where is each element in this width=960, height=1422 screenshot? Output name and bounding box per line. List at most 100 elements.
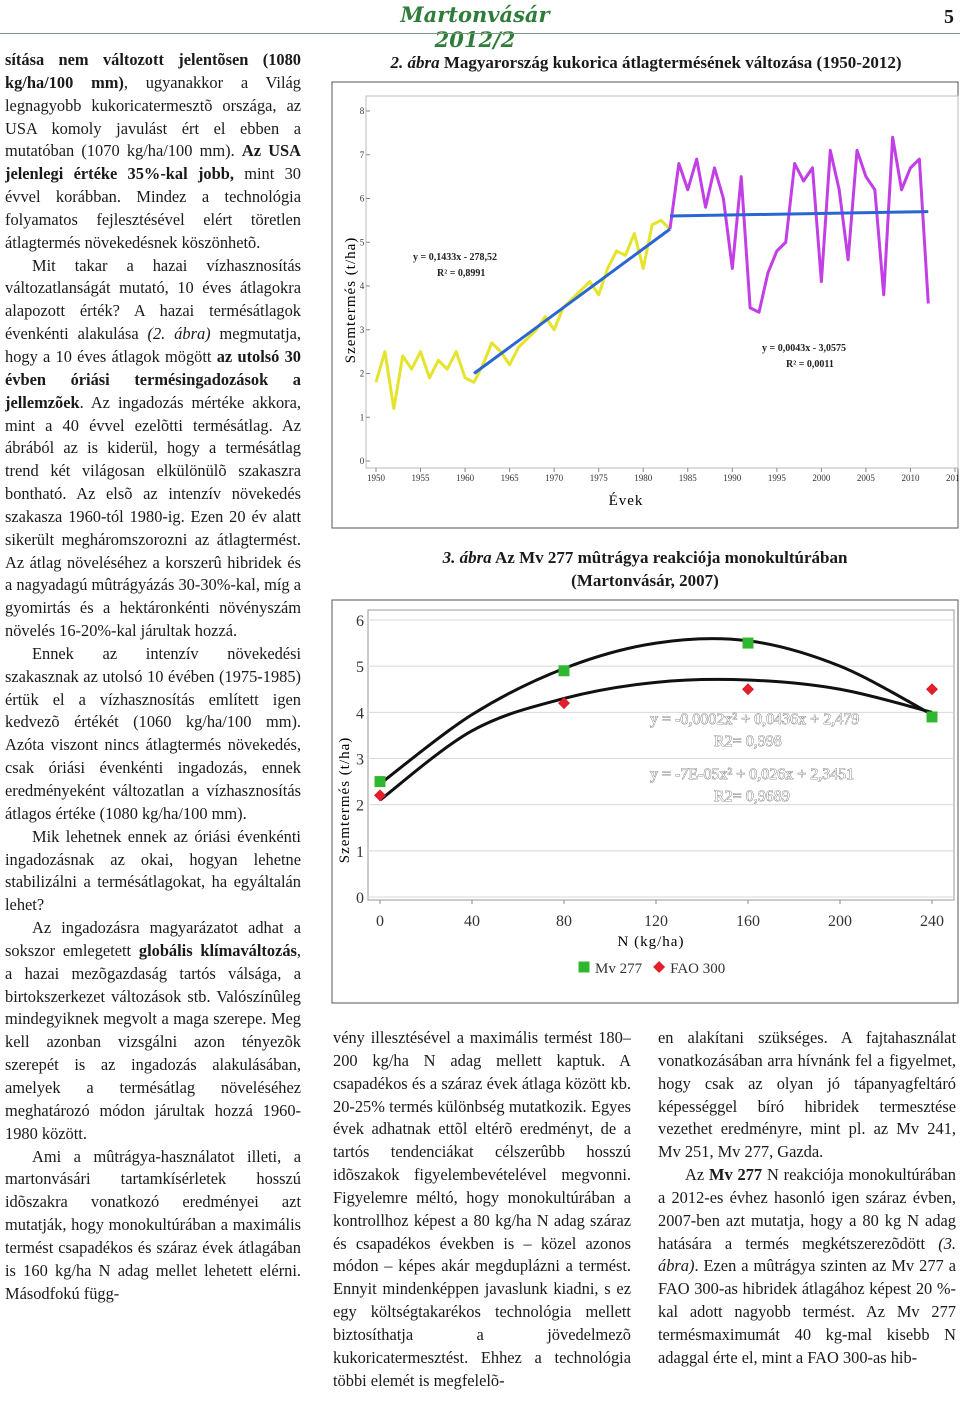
x-tick-label: 1980 xyxy=(634,473,653,483)
bold-text: Az USA jelenlegi értéke 35%-kal jobb, xyxy=(5,141,301,184)
text-column: en alakítani szükséges. A fajtahasználat… xyxy=(658,1027,956,1421)
y-tick-label: 5 xyxy=(360,237,365,247)
x-tick-label: 1955 xyxy=(412,473,431,483)
x-tick-label: 200 xyxy=(828,913,852,930)
page-number: 5 xyxy=(944,6,954,28)
x-tick-label: 2010 xyxy=(901,473,920,483)
figure-label: 2. ábra xyxy=(390,53,440,72)
paragraph: Az Mv 277 N reakciója monokultúrában a 2… xyxy=(658,1164,956,1370)
data-point xyxy=(558,665,570,677)
x-tick-label: 1975 xyxy=(590,473,609,483)
legend-label: Mv 277 xyxy=(595,961,643,977)
text-run: N reakciója monokultúrában a 2012-es évh… xyxy=(658,1165,956,1253)
y-tick-label: 3 xyxy=(360,325,365,335)
text-run: Az ingadozásra magyarázatot adhat a soks… xyxy=(5,918,301,960)
x-tick-label: 160 xyxy=(736,913,760,930)
text-run: vény illesztésével a maximális termést 1… xyxy=(333,1028,631,1390)
y-tick-label: 1 xyxy=(356,844,364,861)
text-column: sítása nem változott jelentõsen (1080 kg… xyxy=(5,49,301,1421)
fit-r2: R2= 0,9689 xyxy=(714,788,790,805)
data-point xyxy=(926,711,938,723)
plot-area xyxy=(367,609,955,901)
data-point xyxy=(926,683,938,696)
paragraph: Mik lehetnek ennek az óriási évenkénti i… xyxy=(5,826,301,917)
paragraph: Mit takar a hazai vízhasznosítás változa… xyxy=(5,255,301,643)
y-axis-label: Szemtermés (t/ha) xyxy=(337,737,353,864)
y-tick-label: 0 xyxy=(360,456,365,466)
x-tick-label: 120 xyxy=(644,913,668,930)
x-tick-label: 0 xyxy=(376,913,384,930)
x-tick-label: 2015 xyxy=(946,473,960,483)
paragraph: Az ingadozásra magyarázatot adhat a soks… xyxy=(5,917,301,1145)
data-line xyxy=(668,135,930,314)
text-run: Mit takar a hazai vízhasznosítás változa… xyxy=(5,255,301,344)
data-point xyxy=(374,789,386,802)
y-tick-label: 6 xyxy=(360,194,365,204)
paragraph: Ennek az intenzív növekedési szakasznak … xyxy=(5,643,301,826)
legend-marker xyxy=(578,961,590,973)
page-header: Martonvásár 2012/2 5 xyxy=(0,0,960,52)
x-tick-label: 1985 xyxy=(679,473,698,483)
text-run: en alakítani szükséges. A fajtahasználat… xyxy=(658,1028,956,1162)
text-run: Mik lehetnek ennek az óriási évenkénti i… xyxy=(5,826,301,915)
text-run: . Ezen a mûtrágya szinten az Mv 277 a FA… xyxy=(658,1256,956,1367)
x-axis-label: N (kg/ha) xyxy=(618,934,685,950)
x-tick-label: 2000 xyxy=(812,473,831,483)
y-tick-label: 0 xyxy=(356,890,364,907)
fit-r2: R2= 0,998 xyxy=(714,733,782,750)
data-point xyxy=(558,697,570,710)
data-point xyxy=(742,683,754,696)
x-tick-label: 2005 xyxy=(857,473,876,483)
italic-text: (2. ábra) xyxy=(147,324,211,344)
plot-area xyxy=(365,95,959,469)
legend-marker xyxy=(653,961,666,973)
x-tick-label: 1950 xyxy=(367,473,386,483)
data-point xyxy=(742,637,754,649)
x-axis-label: Évek xyxy=(609,492,644,509)
text-run: megmutatja, hogy a 10 éves átlagok mögöt… xyxy=(5,324,301,366)
x-tick-label: 1965 xyxy=(501,473,520,483)
text-run: . Az ingadozás mértéke akkora, mint a 40… xyxy=(5,392,301,641)
text-run: , a hazai mezõgazdaság tartós válsága, a… xyxy=(5,940,301,1143)
data-point xyxy=(374,776,386,788)
x-tick-label: 240 xyxy=(920,913,944,930)
paragraph: Ami a mûtrágya-használatot illeti, a mar… xyxy=(5,1146,301,1306)
journal-title: Martonvásár 2012/2 xyxy=(400,2,550,52)
fit-curve xyxy=(379,637,933,786)
y-tick-label: 7 xyxy=(360,150,365,160)
trend-line xyxy=(473,227,671,375)
y-tick-label: 2 xyxy=(356,798,364,815)
text-run: Ennek az intenzív növekedési szakasznak … xyxy=(5,643,301,823)
y-axis-label: Szemtermés (t/ha) xyxy=(343,237,359,364)
y-tick-label: 2 xyxy=(360,369,365,379)
figure-frame xyxy=(331,599,959,1004)
text-run: Ami a mûtrágya-használatot illeti, a mar… xyxy=(5,1146,301,1303)
trend-line xyxy=(669,210,929,218)
x-tick-label: 1960 xyxy=(456,473,475,483)
x-tick-label: 1995 xyxy=(768,473,787,483)
figure-frame xyxy=(331,81,959,529)
figure-caption: 2. ábra Magyarország kukorica átlagtermé… xyxy=(340,51,952,74)
header-rule xyxy=(0,33,960,34)
bold-text: Mv 277 xyxy=(708,1165,763,1185)
x-tick-label: 1990 xyxy=(723,473,742,483)
text-run: Az xyxy=(685,1165,709,1185)
text-run: mint 30 évvel korábban. Mindez a technol… xyxy=(5,164,301,252)
figure-label: 3. ábra xyxy=(442,548,492,567)
figure-title: Magyarország kukorica átlagtermésének vá… xyxy=(443,53,902,72)
y-tick-label: 8 xyxy=(360,106,365,116)
fit-curve xyxy=(379,677,933,802)
x-tick-label: 1970 xyxy=(545,473,564,483)
figure-caption: 3. ábra Az Mv 277 mûtrágya reakciója mon… xyxy=(405,546,885,592)
equation-annotation: R² = 0,8991 xyxy=(437,268,485,279)
italic-text: (3. ábra) xyxy=(658,1233,956,1276)
y-tick-label: 6 xyxy=(356,613,364,630)
y-tick-label: 5 xyxy=(356,659,364,676)
data-line xyxy=(374,218,672,410)
equation-annotation: y = 0,1433x - 278,52 xyxy=(413,252,497,263)
paragraph: en alakítani szükséges. A fajtahasználat… xyxy=(658,1027,956,1164)
y-tick-label: 4 xyxy=(360,281,365,291)
x-tick-label: 80 xyxy=(556,913,572,930)
text-run: , ugyanakkor a Világ legnagyobb kukorica… xyxy=(5,72,301,161)
